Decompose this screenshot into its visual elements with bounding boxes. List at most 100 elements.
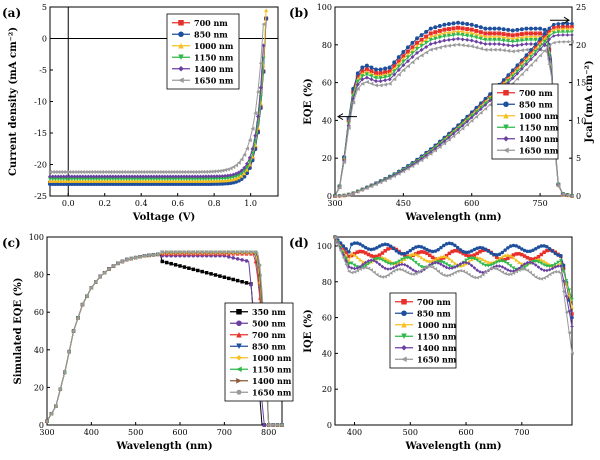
data-point [157, 182, 162, 187]
data-point [247, 138, 252, 143]
data-point [178, 264, 182, 268]
data-point [225, 176, 230, 181]
y-tick-label: 100 [317, 3, 332, 12]
data-point [380, 258, 385, 262]
jcal-point [469, 119, 474, 123]
data-point [141, 176, 146, 181]
jcal-point [538, 47, 542, 52]
data-point [483, 263, 488, 268]
data-point [190, 170, 195, 175]
data-point [369, 254, 373, 258]
y-right-tick-label: 20 [576, 41, 586, 50]
data-point [525, 263, 530, 267]
data-point [501, 42, 506, 47]
data-point [209, 174, 214, 179]
data-point [515, 32, 520, 37]
data-point [442, 27, 447, 32]
data-point [146, 170, 151, 175]
data-point [564, 310, 569, 314]
data-point [366, 247, 371, 251]
jcal-point [542, 31, 547, 36]
data-point [391, 269, 396, 273]
data-point [213, 250, 218, 254]
data-point [510, 33, 515, 38]
data-point [525, 255, 530, 260]
legend-entry: 850 nm [417, 308, 451, 318]
jcal-point [369, 184, 374, 189]
data-point [511, 253, 516, 257]
data-point [446, 43, 451, 48]
data-point [456, 25, 461, 30]
data-point [547, 268, 552, 272]
data-point [531, 257, 535, 261]
jcal-point [556, 40, 561, 44]
data-point [396, 55, 401, 60]
data-point [349, 251, 354, 256]
data-point [61, 170, 66, 175]
data-point [439, 262, 443, 267]
data-point [436, 258, 440, 262]
data-point [383, 266, 387, 271]
data-point [157, 176, 162, 181]
data-point [391, 262, 396, 266]
data-point [456, 29, 461, 34]
data-point [487, 34, 492, 39]
data-point [450, 249, 454, 254]
left-axis-arrow-icon [337, 113, 357, 121]
jcal-point [542, 48, 547, 53]
data-point [464, 260, 468, 265]
data-point [567, 309, 571, 314]
data-point [396, 64, 401, 69]
data-point [396, 67, 401, 72]
data-point [497, 37, 502, 42]
jcal-point [538, 37, 542, 41]
plot-frame [334, 6, 573, 197]
data-point [561, 289, 566, 294]
data-point [405, 64, 410, 69]
data-point [433, 257, 438, 262]
data-point [374, 83, 379, 88]
data-point [506, 246, 510, 250]
data-point [510, 43, 515, 48]
jcal-point [538, 44, 542, 49]
data-point [97, 182, 102, 187]
data-point [472, 256, 477, 261]
data-point [338, 248, 343, 253]
data-point [386, 258, 390, 262]
jcal-point [556, 33, 561, 37]
jcal-point [465, 114, 469, 119]
data-point [146, 174, 151, 179]
data-point [461, 251, 466, 256]
data-point [143, 182, 148, 187]
data-point [405, 45, 410, 50]
jcal-point [465, 119, 469, 124]
data-point [511, 255, 516, 260]
data-point [184, 174, 189, 179]
jcal-point [410, 164, 415, 168]
data-point [524, 47, 529, 52]
data-point [534, 263, 538, 267]
data-point [369, 65, 374, 70]
data-point [187, 176, 192, 181]
legend-marker [503, 101, 509, 107]
data-point [380, 255, 385, 260]
data-point [492, 252, 496, 257]
panel-label: (c) [2, 236, 21, 250]
legend-entry: 500 nm [252, 318, 286, 328]
data-point [467, 254, 471, 258]
data-point [528, 31, 533, 36]
data-point [503, 266, 507, 271]
data-point [244, 165, 249, 170]
legend-marker [401, 345, 407, 351]
data-point [522, 248, 527, 253]
data-point [375, 272, 379, 277]
data-point [430, 258, 435, 263]
legend-entry: 1650 nm [194, 75, 234, 85]
data-point [441, 254, 446, 259]
data-point [481, 262, 485, 266]
data-point [386, 261, 390, 265]
data-point [497, 268, 502, 273]
jcal-point [552, 34, 556, 38]
data-point [483, 34, 488, 39]
data-point [132, 182, 137, 187]
